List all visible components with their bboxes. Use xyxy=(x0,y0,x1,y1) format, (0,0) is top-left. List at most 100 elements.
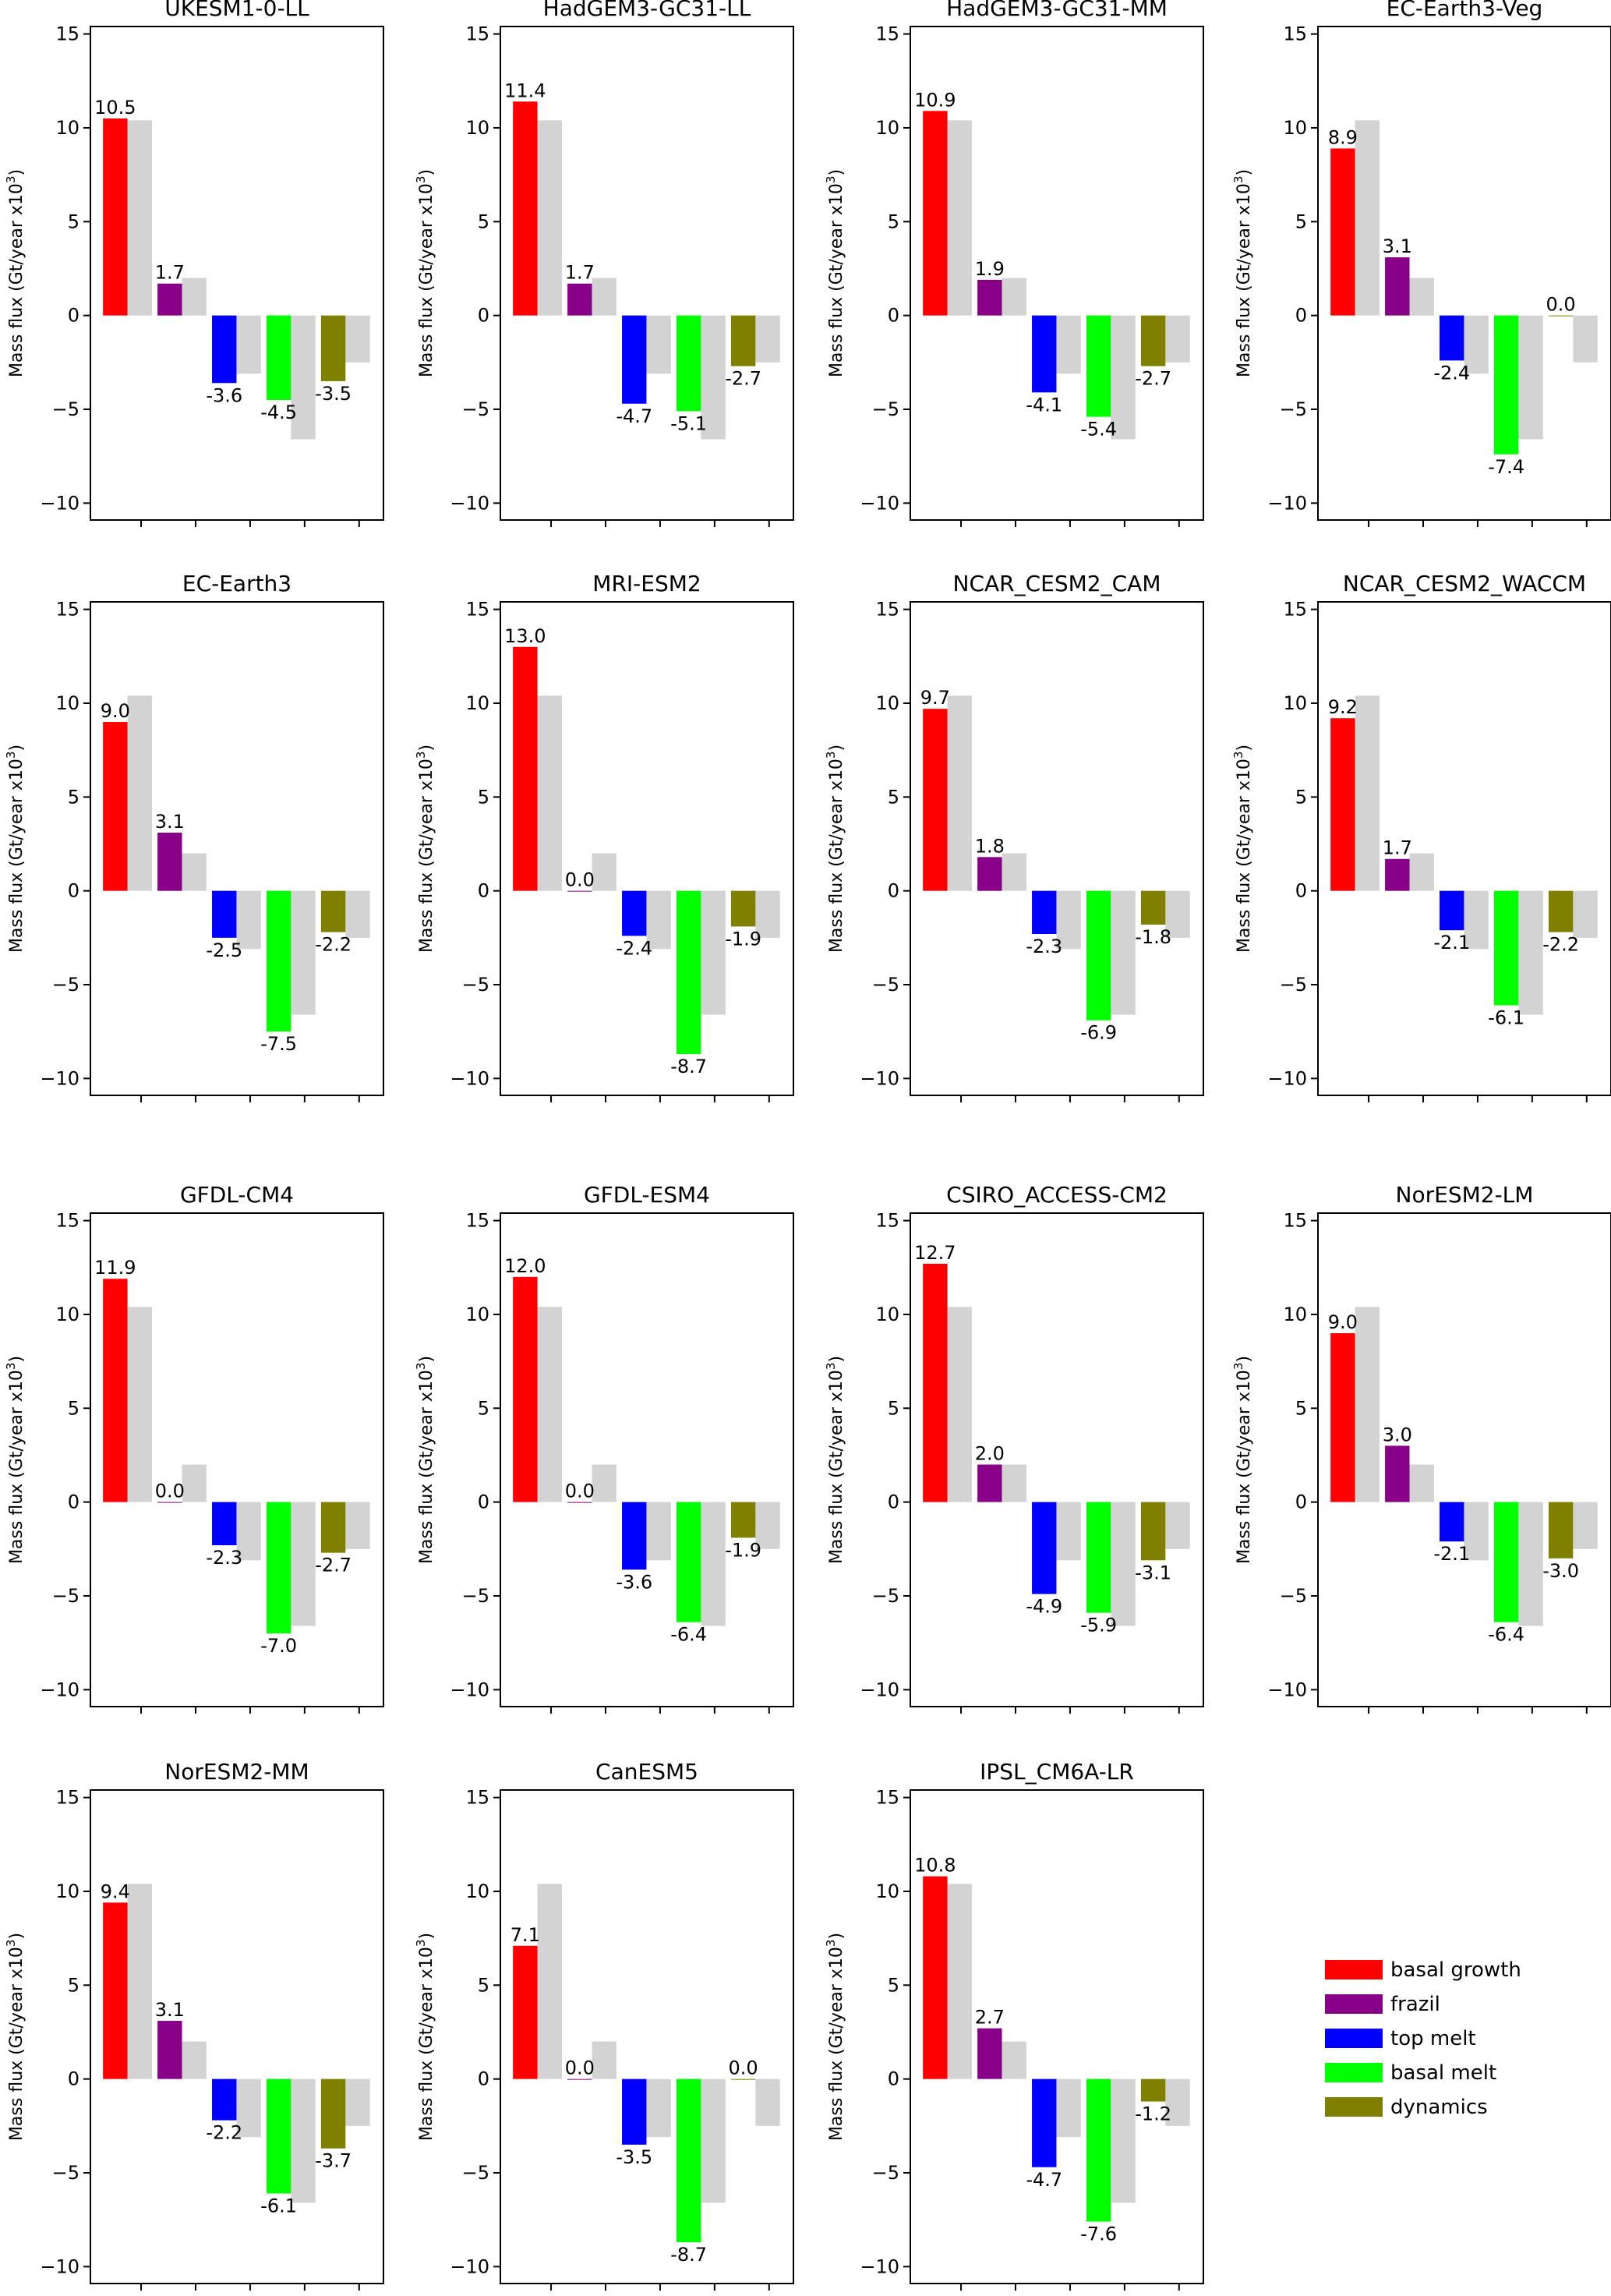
bar-value-label: -7.4 xyxy=(1488,456,1524,478)
bar-value-label: 2.0 xyxy=(975,1443,1005,1465)
bar-value-label: -5.9 xyxy=(1080,1615,1117,1636)
bar-basal-melt xyxy=(266,1502,291,1634)
bar-basal-growth xyxy=(103,1279,128,1502)
bar-basal-melt xyxy=(266,890,291,1032)
y-axis-label-end: ) xyxy=(827,745,846,752)
panel-title: NorESM2-MM xyxy=(164,1759,309,1785)
y-tick-label: −5 xyxy=(52,974,79,996)
reference-bar xyxy=(1165,315,1190,363)
bar-basal-growth xyxy=(103,722,128,891)
y-tick-label: 0 xyxy=(1295,305,1307,327)
reference-bar xyxy=(291,1502,316,1626)
y-axis-label-main: Mass flux (Gt/year x10 xyxy=(1235,759,1254,953)
bar-basal-growth xyxy=(513,1276,538,1502)
reference-bar xyxy=(646,1502,671,1561)
bar-frazil xyxy=(977,279,1002,316)
axes-frame xyxy=(1317,1212,1611,1707)
reference-bar xyxy=(1464,1502,1489,1561)
reference-bar xyxy=(592,853,616,891)
bar-basal-growth xyxy=(1330,718,1355,891)
bar-value-label: -3.1 xyxy=(1135,1562,1171,1583)
bar-basal-growth xyxy=(513,646,538,891)
y-axis-label-main: Mass flux (Gt/year x10 xyxy=(7,1947,26,2141)
y-tick-label: 10 xyxy=(875,692,899,714)
y-axis-label: Mass flux (Gt/year x103) xyxy=(414,169,436,377)
y-tick-label: 5 xyxy=(68,786,79,808)
bar-top-melt xyxy=(212,890,237,938)
bar-value-label: 0.0 xyxy=(565,1481,595,1502)
bar-value-label: 3.1 xyxy=(155,1999,185,2021)
bar-value-label: 10.9 xyxy=(914,89,956,111)
y-axis-label: Mass flux (Gt/year x103) xyxy=(4,1356,26,1564)
bar-value-label: -7.5 xyxy=(260,1033,297,1055)
y-tick-label: 10 xyxy=(875,1304,899,1325)
y-tick-label: 5 xyxy=(888,210,899,232)
y-tick-label: 10 xyxy=(1283,1304,1307,1325)
y-tick-label: −10 xyxy=(40,1067,79,1089)
panel-title: IPSL_CM6A-LR xyxy=(980,1759,1134,1785)
bar-value-label: -4.7 xyxy=(616,405,652,427)
reference-bar xyxy=(947,695,972,891)
reference-bar xyxy=(1518,890,1543,1015)
bar-value-label: -2.3 xyxy=(1026,936,1062,957)
bar-value-label: 0.0 xyxy=(155,1481,185,1502)
reference-bar xyxy=(1409,853,1434,891)
y-tick-label: 0 xyxy=(478,880,489,902)
y-axis-label-end: ) xyxy=(827,169,846,176)
panel-title: NorESM2-LM xyxy=(1396,1182,1534,1208)
y-tick-label: −10 xyxy=(450,1067,489,1089)
y-axis-label-sup: 3 xyxy=(1231,1363,1245,1371)
legend-label: basal growth xyxy=(1390,1958,1521,1982)
panel: EC-Earth3-Veg 8.9 3.1 -2.4 -7.4 0.0 15 10 5 0 −5 −1… xyxy=(1231,0,1611,527)
bar-basal-melt xyxy=(266,315,291,400)
axes-frame xyxy=(90,1789,384,2284)
panel-title: CSIRO_ACCESS-CM2 xyxy=(946,1182,1168,1208)
y-tick-label: 15 xyxy=(465,1787,489,1809)
y-tick-label: 15 xyxy=(1283,599,1307,621)
panel: NCAR_CESM2_CAM 9.7 1.8 -2.3 -6.9 -1.8 15 10 5 0 −5… xyxy=(824,571,1204,1102)
bar-basal-melt xyxy=(266,2078,291,2194)
bar-top-melt xyxy=(622,1502,647,1570)
bar-value-label: -2.1 xyxy=(1433,932,1470,953)
bar-basal-melt xyxy=(1086,1502,1111,1613)
legend-swatch xyxy=(1325,1960,1383,1979)
bar-value-label: 10.8 xyxy=(914,1855,956,1877)
bar-value-label: -6.1 xyxy=(1488,1006,1524,1028)
y-tick-label: 0 xyxy=(1295,880,1307,902)
y-tick-label: 15 xyxy=(1283,23,1307,45)
bar-value-label: -2.4 xyxy=(1433,362,1470,384)
y-tick-label: 10 xyxy=(55,692,79,714)
bar-top-melt xyxy=(1032,890,1057,935)
y-tick-label: −5 xyxy=(872,1585,899,1607)
panel-title: NCAR_CESM2_CAM xyxy=(953,571,1161,596)
bar-basal-growth xyxy=(513,1945,538,2079)
reference-bar xyxy=(1002,853,1026,891)
bar-basal-growth xyxy=(103,118,128,316)
y-tick-label: −10 xyxy=(40,492,79,514)
axes-frame xyxy=(910,601,1204,1096)
bar-value-label: -3.7 xyxy=(315,2150,352,2172)
reference-bar xyxy=(1355,695,1380,891)
y-axis-label: Mass flux (Gt/year x103) xyxy=(824,1356,846,1564)
panel-title: HadGEM3-GC31-MM xyxy=(946,0,1168,21)
y-axis-label-sup: 3 xyxy=(824,1363,838,1371)
y-tick-label: 5 xyxy=(888,1974,899,1996)
bar-value-label: -5.1 xyxy=(670,412,707,434)
reference-bar xyxy=(1573,890,1598,938)
panel-title: CanESM5 xyxy=(595,1759,698,1785)
bar-dynamics xyxy=(320,890,346,932)
axes-frame xyxy=(910,26,1204,521)
bar-value-label: 13.0 xyxy=(504,625,546,647)
y-tick-label: 5 xyxy=(888,786,899,808)
y-axis-label: Mass flux (Gt/year x103) xyxy=(4,745,26,953)
y-tick-label: 15 xyxy=(875,1210,899,1232)
bar-top-melt xyxy=(212,315,237,384)
y-tick-label: 5 xyxy=(1295,210,1307,232)
bar-basal-growth xyxy=(923,1876,948,2079)
reference-bar xyxy=(1111,2078,1136,2203)
bar-value-label: 1.7 xyxy=(565,262,595,284)
y-axis-label-sup: 3 xyxy=(1231,752,1245,759)
y-tick-label: 10 xyxy=(875,117,899,139)
y-axis-label-sup: 3 xyxy=(4,1363,18,1371)
bar-top-melt xyxy=(1440,315,1464,361)
